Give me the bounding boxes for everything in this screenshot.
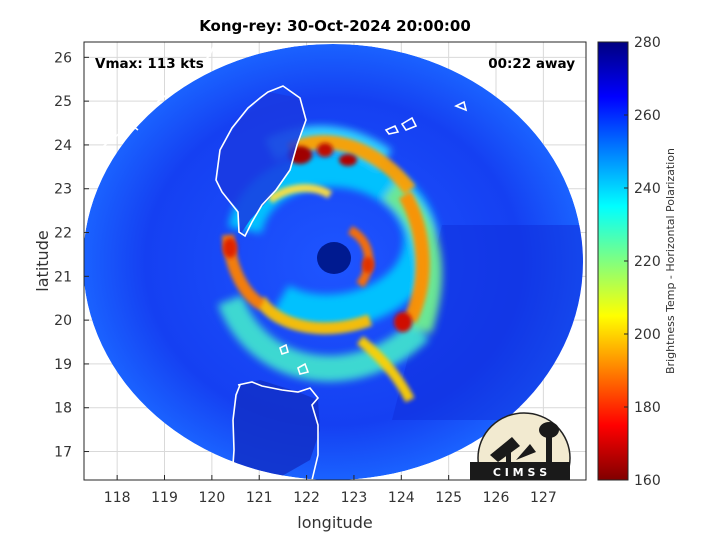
y-tick-label: 21 — [54, 269, 72, 285]
y-tick-label: 25 — [54, 94, 72, 110]
logo-text: C I M S S — [493, 466, 547, 479]
colorbar-label: Brightness Temp - Horizontal Polarizatio… — [664, 148, 677, 374]
y-tick-label: 24 — [54, 138, 72, 154]
chart-title: Kong-rey: 30-Oct-2024 20:00:00 — [199, 17, 471, 35]
x-tick-label: 122 — [293, 490, 320, 506]
y-tick-label: 18 — [54, 401, 72, 417]
y-tick-labels: 17 18 19 20 21 22 23 24 25 26 — [54, 50, 89, 461]
colorbar-tick-label: 220 — [634, 254, 661, 270]
y-tick-label: 23 — [54, 182, 72, 198]
taiwan-coast — [215, 85, 307, 238]
y-tick-label: 20 — [54, 313, 72, 329]
vmax-annotation: Vmax: 113 kts — [95, 56, 204, 72]
luzon-coast-west — [231, 384, 241, 480]
china-coast — [85, 42, 216, 158]
logo-satellite-dishes — [490, 422, 559, 464]
colorbar-tick-label: 280 — [634, 35, 661, 51]
luzon-coast-east — [237, 381, 320, 480]
microwave-swath-image — [84, 44, 583, 480]
x-tick-label: 121 — [246, 490, 273, 506]
time-away-annotation: 00:22 away — [488, 56, 575, 72]
colorbar-tick-label: 200 — [634, 327, 661, 343]
x-axis-label: longitude — [297, 513, 372, 532]
island-d — [297, 362, 310, 375]
cimss-logo: C I M S S — [470, 412, 571, 480]
x-tick-label: 127 — [530, 490, 557, 506]
x-tick-label: 126 — [483, 490, 510, 506]
y-tick-label: 22 — [54, 226, 72, 242]
x-tick-label: 118 — [104, 490, 131, 506]
x-tick-labels: 118 119 120 121 122 123 124 125 126 127 — [104, 475, 557, 506]
storm-eye — [317, 242, 351, 274]
china-islet — [117, 123, 139, 131]
island-e — [279, 343, 289, 356]
x-tick-label: 125 — [435, 490, 462, 506]
colorbar-tick-label: 240 — [634, 181, 661, 197]
colorbar — [597, 41, 629, 481]
colorbar-tick-label: 180 — [634, 400, 661, 416]
x-tick-label: 123 — [341, 490, 368, 506]
island-b — [400, 116, 418, 131]
y-axis-label: latitude — [33, 230, 52, 291]
y-tick-label: 26 — [54, 50, 72, 66]
island-a — [384, 124, 400, 135]
colorbar-tick-labels: 160 180 200 220 240 260 280 — [624, 35, 661, 489]
logo-banner — [470, 462, 570, 480]
y-tick-label: 19 — [54, 357, 72, 373]
island-c — [454, 100, 468, 112]
x-tick-label: 120 — [199, 490, 226, 506]
coastlines — [85, 42, 584, 480]
x-tick-label: 119 — [151, 490, 178, 506]
colorbar-tick-label: 260 — [634, 108, 661, 124]
colorbar-tick-label: 160 — [634, 473, 661, 489]
x-tick-label: 124 — [388, 490, 415, 506]
axes-frame — [83, 41, 587, 481]
island-f — [570, 42, 584, 52]
y-tick-label: 17 — [54, 445, 72, 461]
